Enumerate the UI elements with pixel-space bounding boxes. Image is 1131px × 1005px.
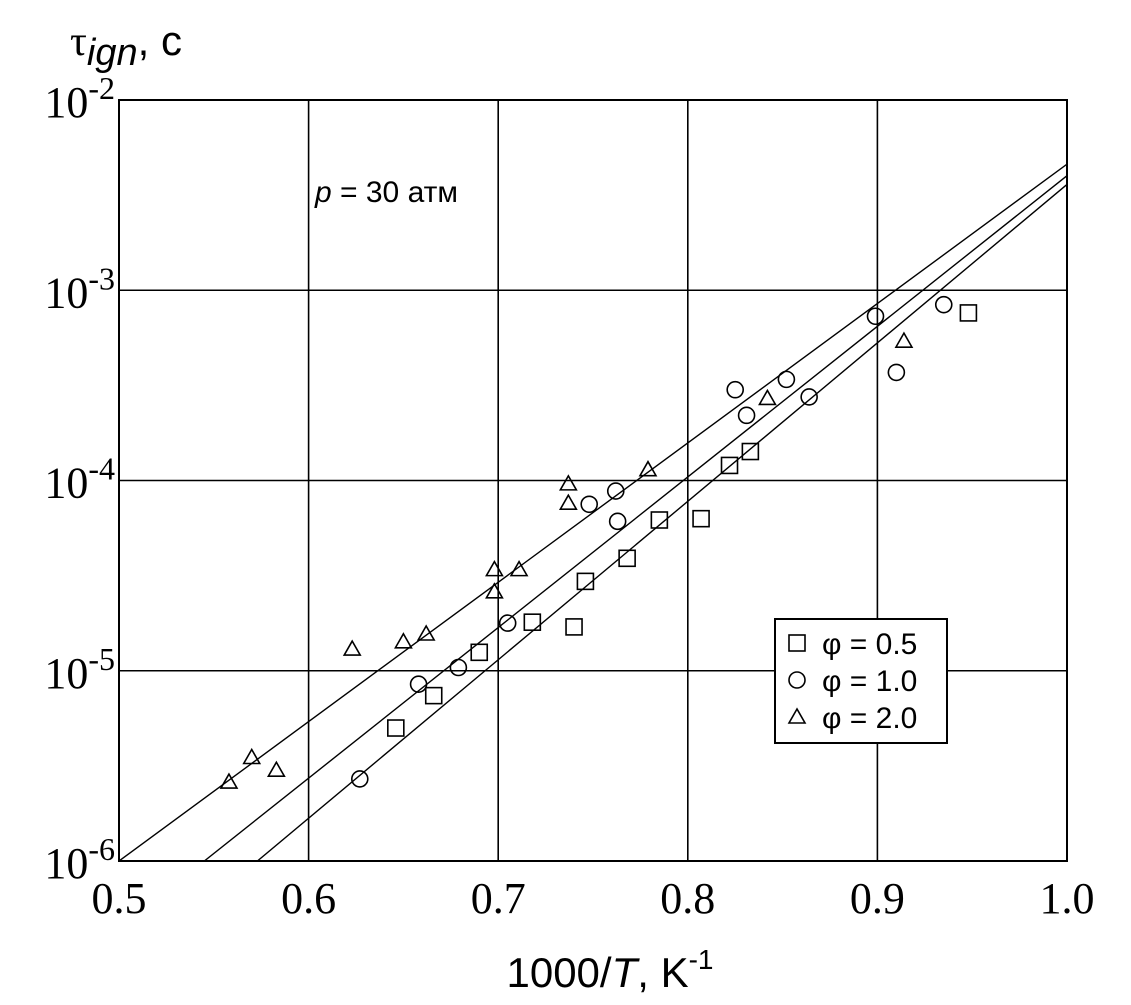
y-axis-label-unit: , с — [138, 17, 182, 64]
data-point-triangle — [342, 639, 362, 656]
data-point-circle — [498, 614, 517, 632]
fit-line-circle — [203, 175, 1067, 861]
x-tick-label: 0.7 — [471, 874, 526, 923]
y-tick-label: 10-5 — [44, 641, 115, 698]
data-point-circle — [409, 675, 428, 693]
data-point-circle — [934, 295, 953, 314]
legend: φ = 0.5 φ = 1.0 φ = 2.0 — [774, 618, 948, 744]
x-axis-label-unit: , K — [637, 949, 688, 996]
legend-marker-triangle — [787, 707, 807, 724]
data-point-triangle — [758, 388, 777, 406]
data-point-triangle — [894, 331, 914, 348]
x-tick-label: 0.8 — [660, 874, 715, 923]
grid-lines — [118, 99, 1068, 862]
legend-items: φ = 0.5 φ = 1.0 φ = 2.0 — [787, 628, 917, 735]
data-point-circle — [606, 482, 625, 500]
legend-marker-circle — [788, 671, 806, 689]
data-point-triangle — [485, 560, 504, 577]
fit-line-square — [256, 183, 1067, 861]
data-point-triangle — [219, 772, 239, 789]
legend-label: φ = 0.5 — [822, 628, 917, 661]
x-axis-label: 1000/T, K-1 — [506, 944, 713, 996]
data-point-square — [387, 719, 405, 737]
y-tick-label: 10-6 — [44, 831, 115, 888]
data-point-square — [720, 456, 739, 475]
fit-lines — [119, 163, 1067, 861]
data-point-square — [741, 442, 760, 461]
data-point-square — [692, 509, 710, 528]
y-tick-labels: 10-6 10-5 10-4 10-3 10-2 — [44, 70, 115, 888]
x-tick-labels: 0.5 0.6 0.7 0.8 0.9 1.0 — [92, 874, 1095, 923]
data-point-triangle — [558, 474, 578, 491]
data-point-circle — [608, 512, 627, 531]
data-point-circle — [580, 495, 599, 514]
data-point-triangle — [242, 747, 262, 765]
data-point-triangle — [416, 624, 436, 641]
data-point-triangle — [266, 760, 286, 778]
pressure-annotation-value: = 30 атм — [332, 176, 458, 209]
pressure-annotation-variable: p — [314, 176, 332, 209]
pressure-annotation: p = 30 атм — [314, 176, 458, 209]
legend-label: φ = 1.0 — [822, 665, 917, 698]
x-axis-label-main: 1000/ — [506, 949, 611, 996]
y-tick-label: 10-2 — [44, 70, 115, 127]
data-point-square — [618, 549, 636, 568]
data-point-square — [523, 613, 542, 631]
data-point-square — [650, 511, 669, 529]
data-point-circle — [737, 406, 756, 425]
fit-line-triangle — [119, 163, 1067, 861]
y-axis-label-symbol: τ — [70, 19, 87, 65]
data-point-circle — [866, 307, 885, 326]
data-point-circle — [800, 388, 818, 406]
plot-frame — [118, 99, 1068, 862]
data-point-circle — [777, 370, 796, 389]
data-markers — [219, 295, 978, 789]
legend-label: φ = 2.0 — [822, 702, 917, 735]
data-point-triangle — [558, 493, 578, 510]
y-axis-label-subscript: ign — [87, 32, 138, 74]
data-point-triangle — [638, 460, 658, 477]
data-point-square — [424, 686, 443, 705]
y-tick-label: 10-4 — [44, 451, 115, 508]
x-axis-label-variable: T — [612, 949, 641, 996]
data-point-square — [959, 304, 978, 322]
x-tick-label: 0.5 — [92, 874, 147, 923]
legend-marker-square — [788, 634, 806, 652]
data-point-circle — [887, 363, 906, 382]
x-tick-label: 0.9 — [850, 874, 905, 923]
data-point-triangle — [485, 582, 504, 599]
data-point-triangle — [509, 560, 529, 577]
data-point-square — [576, 572, 595, 591]
data-point-triangle — [394, 632, 413, 649]
y-tick-label: 10-3 — [44, 260, 115, 317]
data-point-circle — [350, 770, 369, 788]
y-axis-label: τign, с — [70, 17, 182, 74]
data-point-circle — [449, 658, 468, 677]
x-axis-label-unit-superscript: -1 — [689, 944, 714, 975]
x-tick-label: 1.0 — [1040, 874, 1095, 923]
data-point-circle — [726, 380, 745, 399]
data-point-square — [565, 618, 583, 636]
x-tick-label: 0.6 — [281, 874, 336, 923]
data-point-square — [470, 643, 489, 662]
